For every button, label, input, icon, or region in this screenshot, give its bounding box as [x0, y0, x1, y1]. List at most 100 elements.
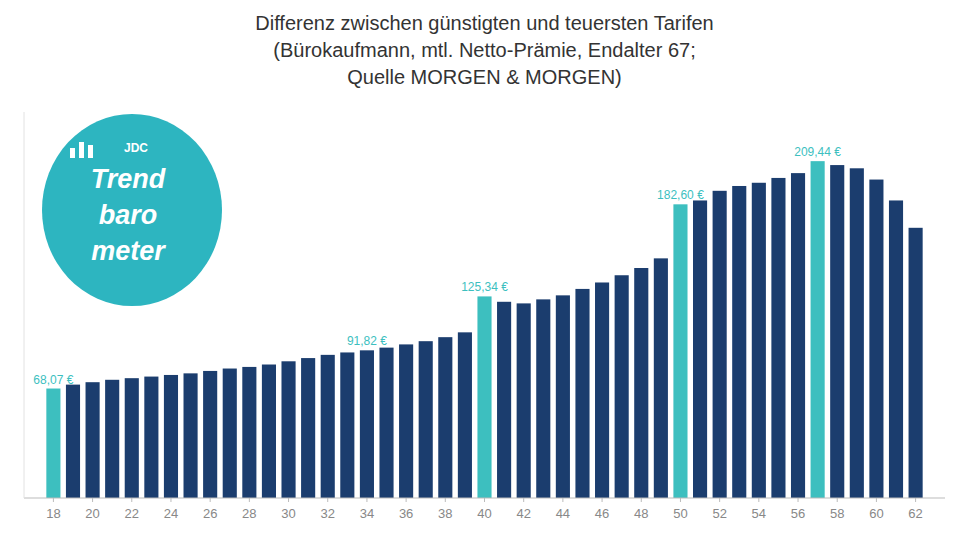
logo-text: Trend: [91, 164, 166, 194]
bar: [634, 268, 648, 498]
bar: [144, 377, 158, 498]
x-tick: [170, 498, 171, 502]
x-tick: [523, 498, 524, 502]
bar: [713, 191, 727, 498]
bar: [184, 373, 198, 498]
x-tick-label: 56: [791, 506, 805, 521]
logo-text: JDC: [124, 141, 148, 155]
x-tick-label: 54: [752, 506, 766, 521]
bar: [46, 389, 60, 498]
logo-ellipse: [42, 114, 222, 306]
bar: [164, 375, 178, 498]
bar: [458, 332, 472, 498]
x-tick: [327, 498, 328, 502]
x-tick: [249, 498, 250, 502]
annotation: 209,44 €: [794, 145, 841, 159]
x-tick: [915, 498, 916, 502]
bar: [654, 258, 668, 498]
x-tick-label: 40: [477, 506, 491, 521]
bar: [771, 178, 785, 498]
bar: [438, 337, 452, 498]
annotations: 68,07 €91,82 €125,34 €182,60 €209,44 €: [33, 145, 841, 386]
bar: [595, 282, 609, 498]
annotation: 125,34 €: [461, 280, 508, 294]
x-tick: [288, 498, 289, 502]
bar: [850, 168, 864, 498]
x-tick: [602, 498, 603, 502]
bar: [105, 380, 119, 498]
x-tick: [719, 498, 720, 502]
bar: [556, 295, 570, 498]
x-tick: [366, 498, 367, 502]
bar: [830, 165, 844, 498]
bar: [419, 341, 433, 498]
bar: [281, 361, 295, 498]
logo-text: meter: [91, 236, 166, 266]
x-tick: [445, 498, 446, 502]
x-tick-label: 60: [869, 506, 883, 521]
bar: [909, 228, 923, 498]
x-tick-label: 50: [673, 506, 687, 521]
bar: [477, 296, 491, 498]
bar: [86, 382, 100, 498]
x-tick: [562, 498, 563, 502]
x-tick-label: 26: [203, 506, 217, 521]
bar: [536, 299, 550, 498]
bar: [301, 358, 315, 498]
y-axis: [24, 112, 25, 498]
x-tick-label: 58: [830, 506, 844, 521]
bar: [732, 186, 746, 498]
x-tick: [484, 498, 485, 502]
bar: [497, 302, 511, 498]
bar: [517, 303, 531, 498]
x-tick: [53, 498, 54, 502]
x-tick: [758, 498, 759, 502]
x-tick-label: 52: [712, 506, 726, 521]
x-tick: [876, 498, 877, 502]
bar: [379, 348, 393, 498]
bar: [869, 180, 883, 498]
x-tick-label: 36: [399, 506, 413, 521]
bar: [262, 365, 276, 498]
logo-icon: [88, 145, 93, 158]
x-tick-label: 18: [46, 506, 60, 521]
bar: [752, 183, 766, 498]
bar: [791, 173, 805, 498]
x-tick-label: 24: [164, 506, 178, 521]
title: Differenz zwischen günstigten und teuers…: [255, 12, 713, 88]
bar: [223, 369, 237, 498]
bar: [811, 161, 825, 498]
x-tick-label: 48: [634, 506, 648, 521]
x-tick: [641, 498, 642, 502]
x-ticks: 1820222426283032343638404244464850525456…: [46, 498, 923, 521]
x-tick-label: 30: [281, 506, 295, 521]
x-tick: [210, 498, 211, 502]
bar: [321, 355, 335, 498]
bar: [575, 289, 589, 498]
x-tick-label: 34: [360, 506, 374, 521]
bar: [66, 385, 80, 498]
bar: [242, 367, 256, 498]
x-tick-label: 46: [595, 506, 609, 521]
logo-icon: [70, 148, 75, 158]
x-tick: [798, 498, 799, 502]
bar: [125, 378, 139, 498]
bar: [615, 275, 629, 498]
x-tick-label: 42: [516, 506, 530, 521]
bar: [889, 200, 903, 498]
logo-icon: [79, 142, 84, 158]
x-tick: [680, 498, 681, 502]
x-tick-label: 20: [85, 506, 99, 521]
annotation: 91,82 €: [347, 334, 387, 348]
bar: [693, 200, 707, 498]
chart: Differenz zwischen günstigten und teuers…: [0, 0, 969, 543]
x-tick: [837, 498, 838, 502]
logo-text: baro: [99, 200, 158, 230]
x-tick-label: 28: [242, 506, 256, 521]
bar: [399, 344, 413, 498]
x-tick: [92, 498, 93, 502]
annotation: 68,07 €: [33, 373, 73, 387]
bar: [673, 204, 687, 498]
x-tick-label: 32: [320, 506, 334, 521]
x-tick: [131, 498, 132, 502]
